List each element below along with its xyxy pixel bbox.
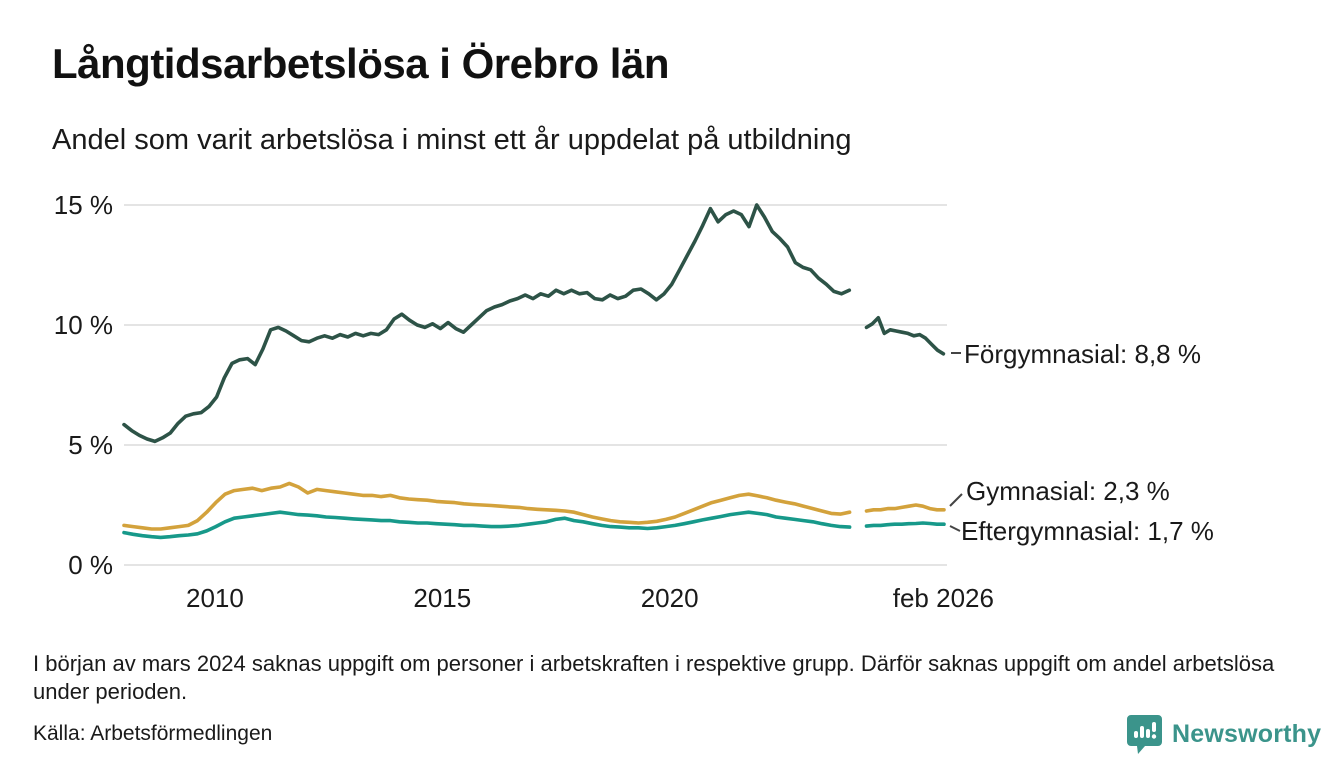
x-tick-label: 2010 [186, 583, 244, 613]
series-lines [122, 203, 946, 540]
series-label-gymnasial: Gymnasial: 2,3 % [966, 476, 1170, 506]
newsworthy-logo: Newsworthy [1126, 714, 1321, 755]
newsworthy-speech-bubble-bar-chart-icon [1126, 714, 1163, 755]
label-connector-gymnasial [949, 493, 963, 507]
source-note: Källa: Arbetsförmedlingen [33, 722, 273, 745]
series-label-forgymnasial: Förgymnasial: 8,8 % [964, 339, 1201, 369]
newsworthy-wordmark: Newsworthy [1172, 720, 1322, 748]
gridlines [124, 204, 947, 566]
line-eftergymnasial [864, 521, 946, 528]
x-tick-label: feb 2026 [892, 583, 994, 613]
y-tick-label: 10 % [53, 310, 113, 340]
x-tick-label: 2020 [640, 583, 699, 613]
line-gymnasial [122, 481, 852, 531]
label-connector-eftergymnasial [949, 525, 961, 532]
line-gymnasial [864, 503, 946, 513]
line-förgymnasial [122, 203, 852, 444]
x-tick-label: 2015 [413, 583, 472, 613]
chart-title: Långtidsarbetslösa i Örebro län [52, 40, 669, 87]
line-förgymnasial [864, 315, 946, 356]
footnote: I början av mars 2024 saknas uppgift om … [33, 651, 1275, 705]
chart-subtitle: Andel som varit arbetslösa i minst ett å… [52, 124, 852, 156]
y-tick-label: 0 % [68, 550, 113, 580]
y-tick-label: 5 % [68, 430, 113, 460]
line-eftergymnasial [122, 510, 852, 540]
y-tick-label: 15 % [53, 190, 113, 220]
series-label-eftergymnasial: Eftergymnasial: 1,7 % [961, 516, 1214, 546]
